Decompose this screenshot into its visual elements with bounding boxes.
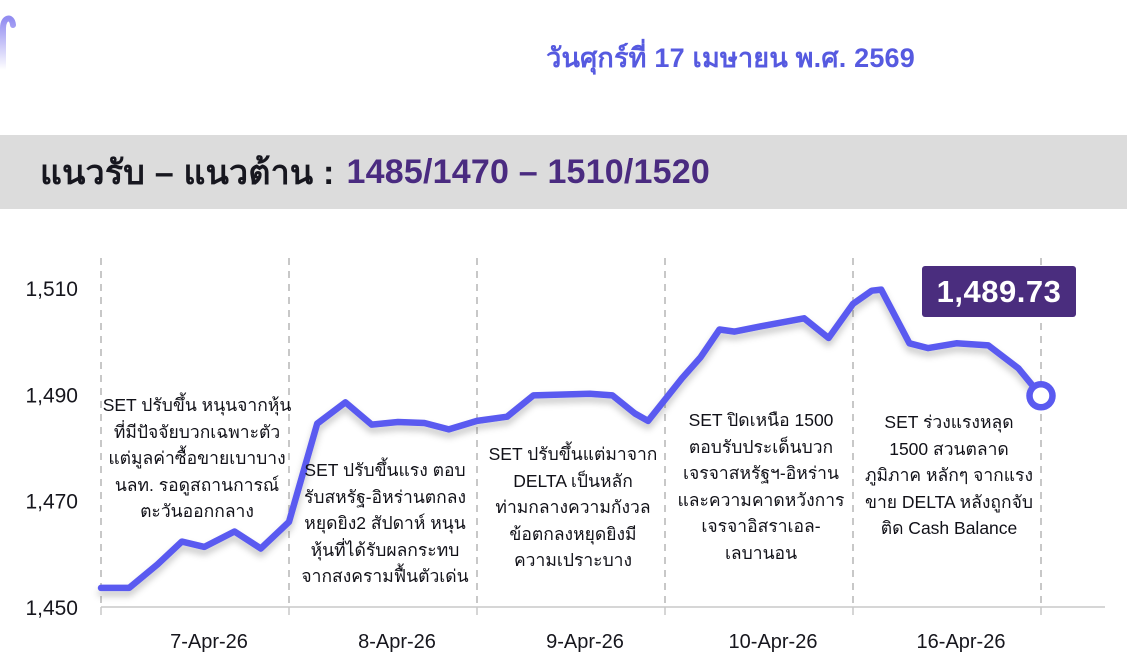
logo-arc-icon [0,15,16,73]
support-resistance-header: แนวรับ – แนวต้าน : 1485/1470 – 1510/1520 [0,135,1127,209]
x-tick-label: 7-Apr-26 [170,631,248,653]
clipped-logo-fragment [0,6,16,78]
y-tick-label: 1,450 [25,597,78,620]
x-tick-label: 10-Apr-26 [729,631,818,653]
set-index-line [97,286,1045,592]
header-levels: 1485/1470 – 1510/1520 [346,152,710,191]
annotation-7-apr: SET ปรับขึ้น หนุนจากหุ้น ที่มีปัจจัยบวกเ… [102,395,292,522]
y-tick-label: 1,470 [25,491,78,514]
annotation-10-apr: SET ปิดเหนือ 1500 ตอบรับประเด็นบวก เจรจา… [677,410,845,563]
annotation-8-apr: SET ปรับขึ้นแรง ตอบ รับสหรัฐ-อิหร่านตกลง… [301,460,469,587]
x-tick-label: 8-Apr-26 [358,631,436,653]
y-tick-label: 1,510 [25,278,78,301]
x-tick-label: 9-Apr-26 [546,631,624,653]
x-tick-label: 16-Apr-26 [917,631,1006,653]
report-date: วันศุกร์ที่ 17 เมษายน พ.ศ. 2569 [546,43,915,73]
last-point-marker [1026,381,1056,411]
last-value-badge: 1,489.73 [922,266,1076,317]
header-title: แนวรับ – แนวต้าน : [40,154,335,192]
annotation-16-apr: SET ร่วงแรงหลุด 1500 สวนตลาด ภูมิภาค หลั… [864,412,1034,539]
y-tick-label: 1,490 [25,384,78,407]
annotation-9-apr: SET ปรับขึ้นแต่มาจาก DELTA เป็นหลัก ท่าม… [488,444,658,571]
